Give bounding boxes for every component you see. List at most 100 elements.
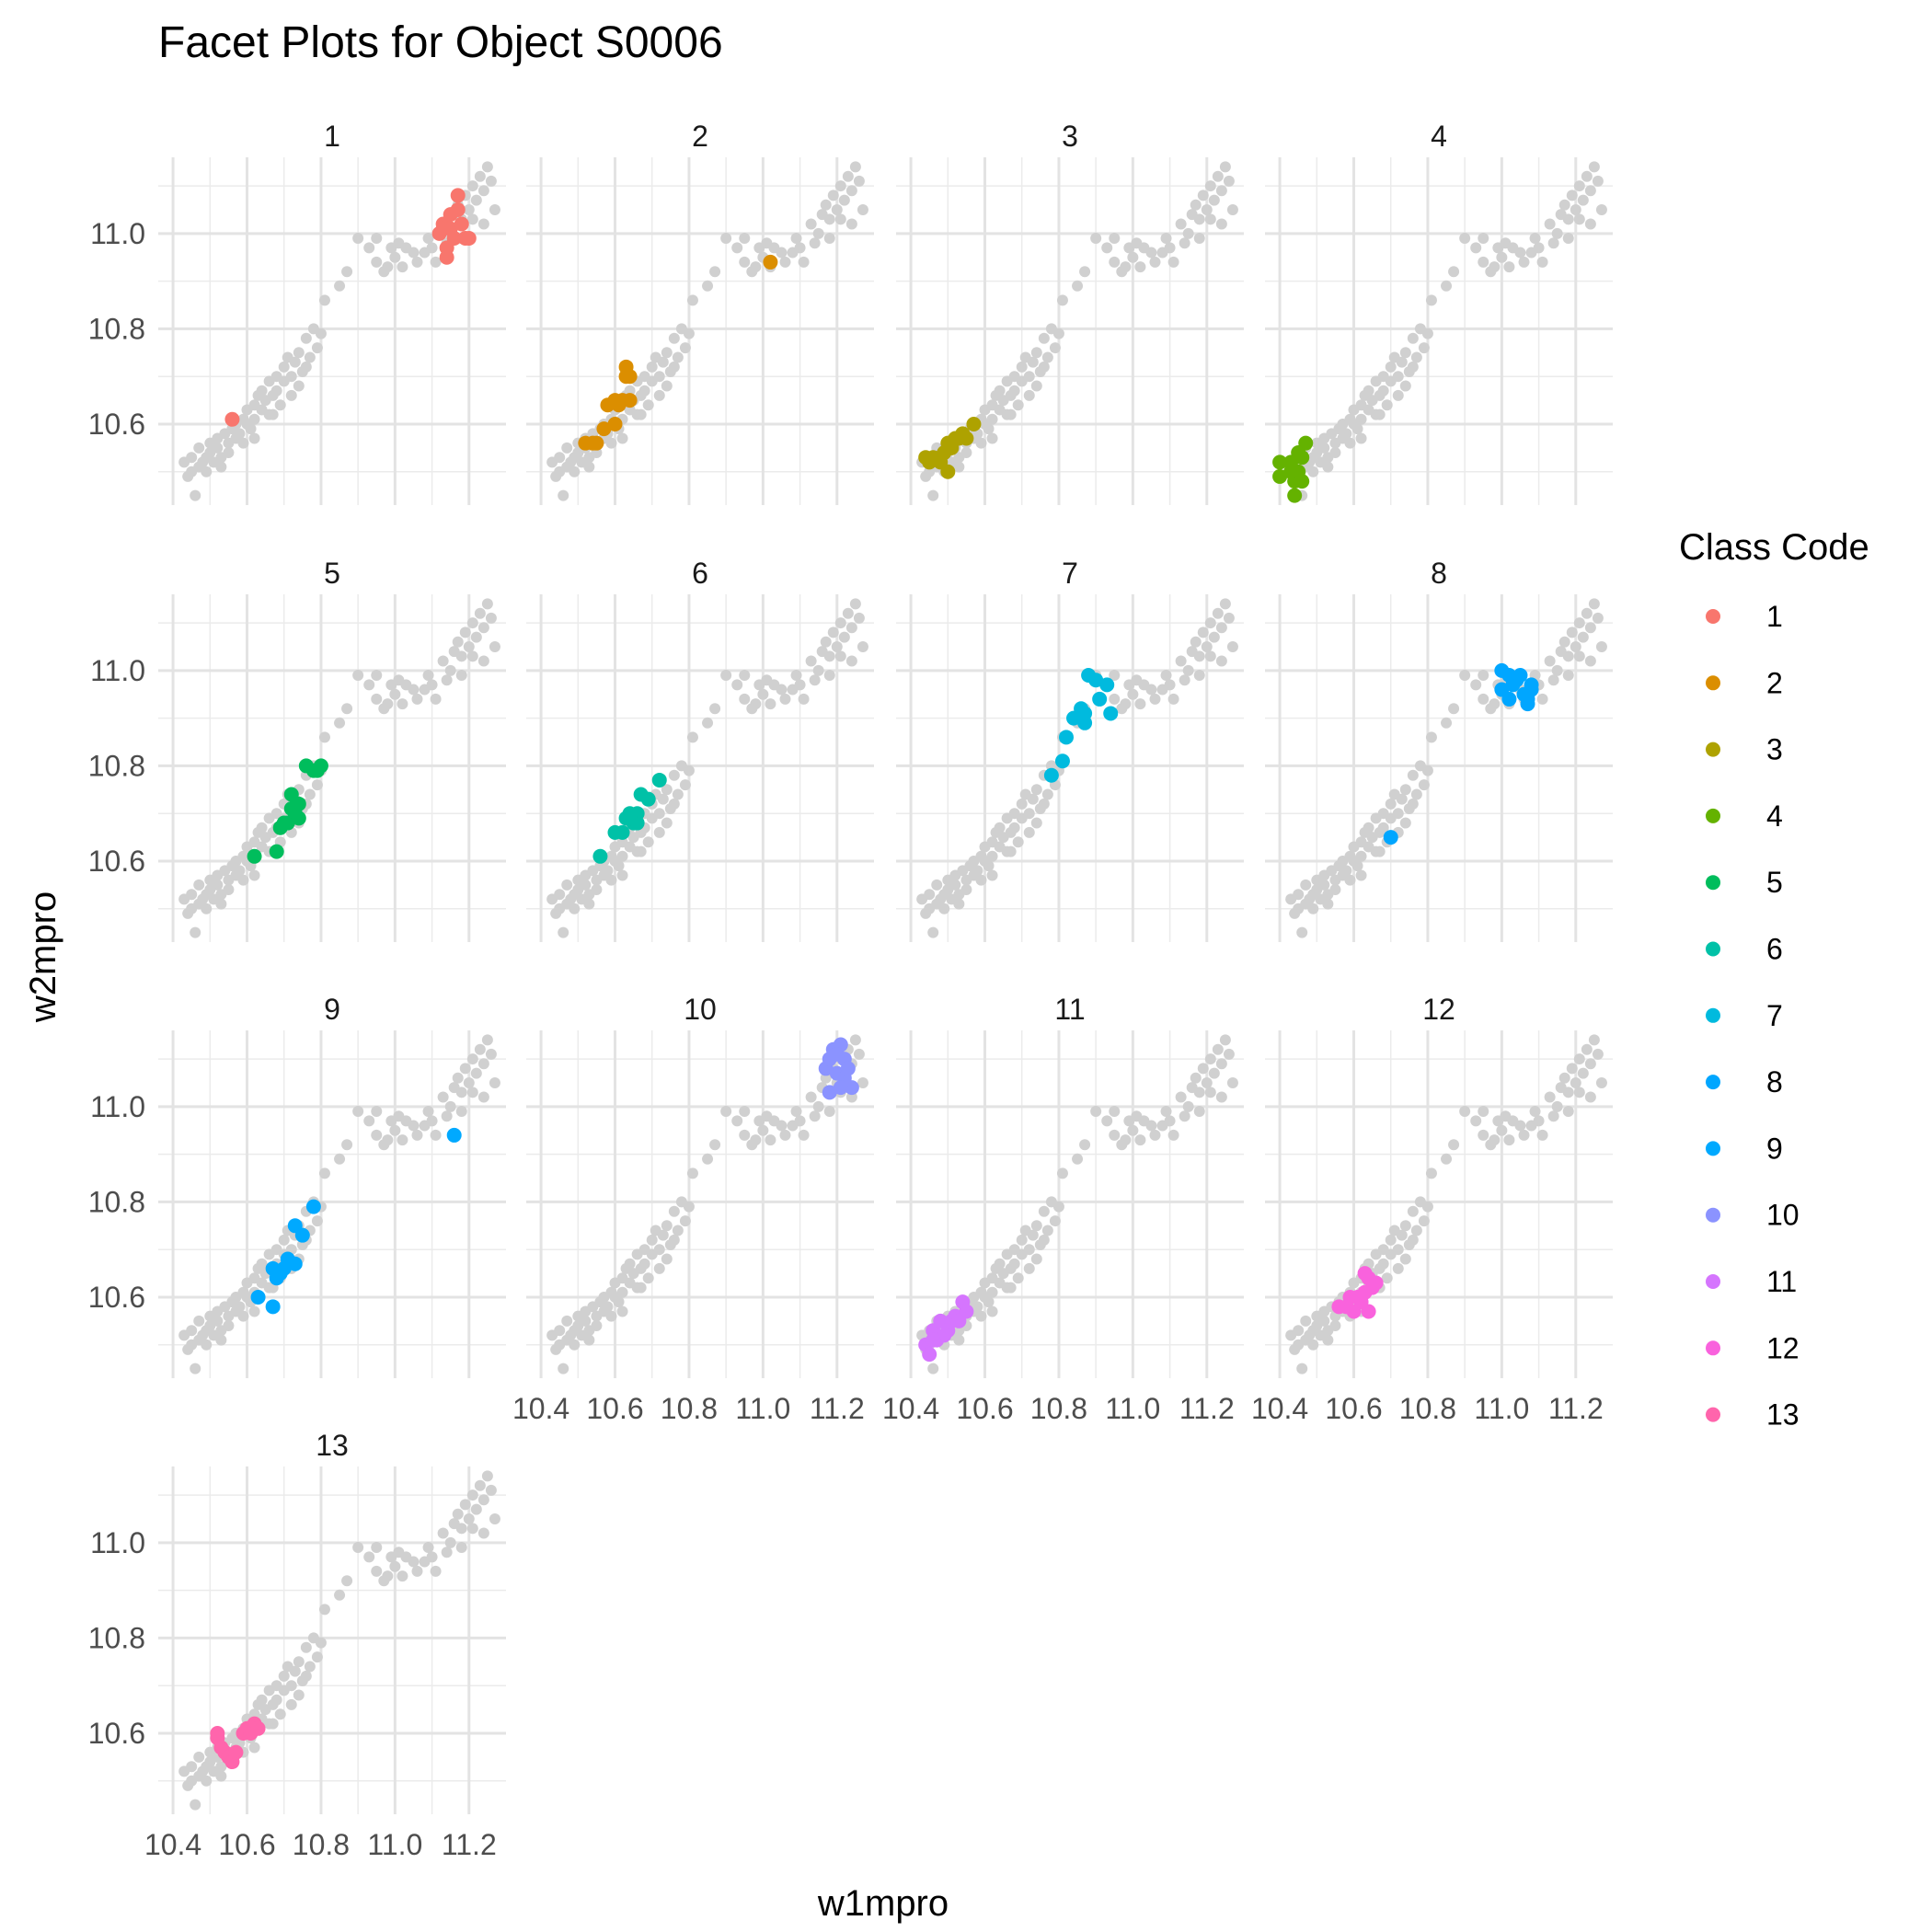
- background-point: [267, 408, 279, 420]
- legend-item-7: 7: [1706, 999, 1783, 1032]
- class-point: [228, 1744, 244, 1760]
- class-point: [1294, 474, 1310, 489]
- background-point: [679, 779, 691, 791]
- background-point: [318, 731, 330, 743]
- class-point: [291, 811, 306, 826]
- background-point: [1120, 261, 1132, 273]
- background-point: [1573, 650, 1585, 662]
- background-point: [1489, 261, 1501, 273]
- background-point: [823, 233, 835, 245]
- background-point: [459, 1499, 471, 1511]
- background-point: [779, 1129, 791, 1141]
- background-point: [845, 622, 857, 634]
- class-point: [1520, 696, 1535, 712]
- facet-strip-label: 9: [324, 993, 340, 1026]
- background-point: [1300, 1315, 1312, 1327]
- y-tick-label: 10.8: [88, 312, 145, 345]
- background-point: [352, 1542, 364, 1554]
- background-point: [459, 627, 471, 638]
- background-point: [455, 1106, 467, 1118]
- background-point: [1016, 361, 1028, 373]
- y-tick-label: 10.6: [88, 1717, 145, 1750]
- facet-panel-13: 13 10.6 10.8 11.0 10.4 10.6 10.8 11.0 11.2: [88, 1429, 506, 1861]
- background-point: [293, 1656, 305, 1668]
- background-point: [960, 447, 972, 459]
- y-tick-label: 10.6: [88, 408, 145, 441]
- background-point: [1410, 351, 1422, 363]
- background-point: [653, 808, 665, 820]
- background-point: [1012, 399, 1024, 411]
- background-point: [1005, 845, 1017, 857]
- background-point: [805, 655, 817, 667]
- class-point: [294, 1227, 310, 1243]
- x-tick-label: 11.2: [442, 1828, 497, 1861]
- background-point: [776, 247, 788, 259]
- background-point: [1145, 1120, 1157, 1132]
- background-point: [1023, 371, 1035, 383]
- background-point: [186, 1325, 198, 1337]
- background-point: [1226, 1076, 1238, 1088]
- background-point: [554, 452, 566, 464]
- class-point: [829, 1046, 845, 1062]
- background-point: [931, 879, 943, 891]
- background-point: [1300, 879, 1312, 891]
- background-point: [616, 869, 628, 881]
- legend-label: 13: [1766, 1398, 1800, 1432]
- legend-label: 6: [1766, 933, 1783, 966]
- background-point: [190, 489, 201, 501]
- background-point: [1005, 1282, 1017, 1294]
- background-point: [1410, 1225, 1422, 1236]
- background-point: [805, 218, 817, 230]
- legend-label: 12: [1766, 1331, 1800, 1364]
- background-point: [1407, 769, 1419, 781]
- background-point: [1212, 170, 1224, 182]
- background-point: [444, 1536, 456, 1548]
- legend-label: 2: [1766, 666, 1783, 699]
- legend-key: [1706, 941, 1720, 957]
- class-point: [926, 1332, 941, 1348]
- background-point: [1592, 612, 1604, 624]
- background-point: [193, 1315, 205, 1327]
- background-point: [1030, 380, 1042, 392]
- background-point: [569, 466, 581, 477]
- background-point: [363, 1551, 375, 1563]
- background-point: [489, 640, 500, 652]
- background-point: [750, 261, 762, 273]
- background-point: [739, 693, 751, 705]
- background-point: [1340, 865, 1352, 877]
- background-point: [1023, 389, 1035, 401]
- background-point: [827, 627, 839, 638]
- background-point: [569, 1339, 581, 1351]
- x-tick-label: 11.0: [735, 1392, 790, 1425]
- background-point: [234, 428, 246, 440]
- background-point: [190, 1363, 201, 1374]
- background-point: [823, 670, 835, 682]
- background-point: [1149, 693, 1161, 705]
- background-point: [1204, 650, 1216, 662]
- background-point: [304, 788, 316, 800]
- background-point: [1544, 655, 1556, 667]
- background-point: [1012, 1272, 1024, 1284]
- background-point: [1396, 1229, 1408, 1241]
- background-point: [983, 423, 995, 435]
- background-point: [1448, 1139, 1460, 1151]
- background-point: [437, 655, 449, 667]
- background-point: [831, 640, 843, 652]
- facet-strip-label: 2: [692, 120, 708, 153]
- background-point: [1149, 256, 1161, 268]
- class-point: [1501, 691, 1517, 707]
- background-point: [1566, 1063, 1578, 1075]
- background-point: [668, 1234, 680, 1246]
- background-point: [1127, 251, 1139, 263]
- background-point: [668, 361, 680, 373]
- background-point: [1204, 1087, 1216, 1098]
- class-point: [966, 416, 982, 431]
- class-point: [607, 416, 623, 431]
- background-point: [1407, 332, 1419, 344]
- background-point: [1503, 261, 1515, 273]
- background-point: [1478, 1106, 1489, 1118]
- background-point: [1101, 242, 1113, 254]
- background-point: [561, 1315, 573, 1327]
- class-point: [940, 464, 956, 479]
- y-tick-label: 11.0: [90, 1526, 145, 1559]
